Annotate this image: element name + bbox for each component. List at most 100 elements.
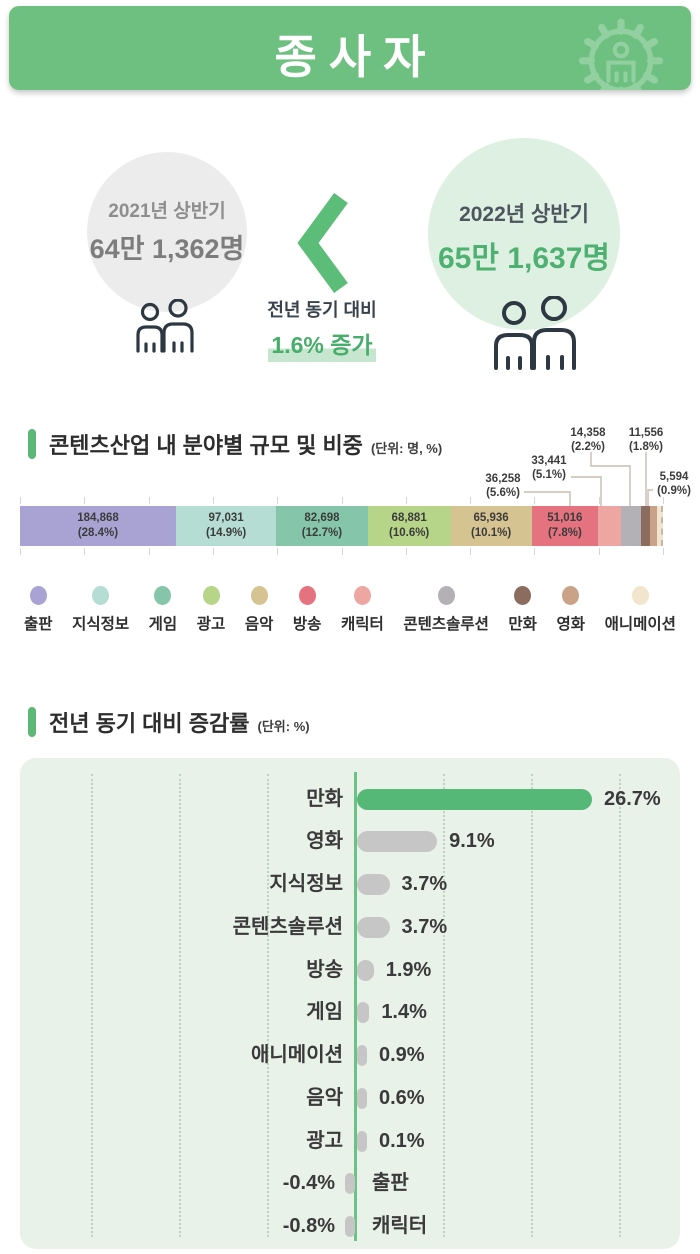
share-segment-방송: 51,016 (7.8%) bbox=[531, 506, 599, 546]
scale-tick bbox=[405, 548, 407, 555]
legend-item-캐릭터: 캐릭터 bbox=[341, 586, 384, 634]
segment-label: 51,016 (7.8%) bbox=[547, 512, 583, 539]
growth-section-title: 전년 동기 대비 bbox=[49, 711, 189, 736]
legend-item-음악: 음악 bbox=[244, 586, 274, 634]
people-icon-large bbox=[494, 296, 576, 370]
legend-dot bbox=[29, 586, 47, 605]
segment-label: 65,936 (10.1%) bbox=[470, 512, 512, 539]
growth-section-header: 전년 동기 대비 증감률 (단위: %) bbox=[28, 706, 310, 738]
growth-bar-게임 bbox=[357, 1002, 370, 1024]
legend-dot bbox=[298, 586, 316, 605]
growth-bar-영화 bbox=[357, 831, 438, 853]
gridline bbox=[267, 774, 269, 1237]
legend-item-콘텐츠솔루션: 콘텐츠솔루션 bbox=[403, 586, 489, 634]
growth-bar-음악 bbox=[357, 1087, 367, 1109]
scale-tick bbox=[212, 548, 214, 555]
callout-만화: 14,358 (2.2%) bbox=[570, 427, 606, 454]
gridline bbox=[531, 774, 533, 1237]
share-section-title: 콘텐츠산업 내 분야별 bbox=[49, 433, 250, 458]
legend-dot bbox=[250, 586, 268, 605]
legend-label: 음악 bbox=[244, 616, 274, 633]
scale-tick bbox=[598, 548, 600, 555]
scale-tick bbox=[598, 497, 600, 504]
scale-tick bbox=[470, 548, 472, 555]
scale-tick bbox=[277, 548, 279, 555]
segment-label: 184,868 (28.4%) bbox=[77, 512, 119, 539]
scale-tick bbox=[534, 497, 536, 504]
legend-label: 애니메이션 bbox=[604, 616, 676, 633]
legend-dot bbox=[154, 586, 172, 605]
legend-label: 광고 bbox=[196, 616, 226, 633]
growth-bar-캐릭터 bbox=[345, 1216, 355, 1237]
growth-value-label: 0.9% bbox=[379, 1044, 425, 1066]
segment-label: 68,881 (10.6%) bbox=[389, 512, 430, 539]
legend-dot bbox=[202, 586, 220, 605]
growth-section-title-bold: 증감률 bbox=[188, 711, 250, 736]
legend-label: 만화 bbox=[508, 616, 537, 633]
growth-bar-만화 bbox=[357, 788, 592, 810]
gridline bbox=[179, 774, 181, 1237]
growth-category-label: 애니메이션 bbox=[251, 1044, 343, 1066]
gridline bbox=[443, 774, 445, 1237]
gridline bbox=[91, 774, 93, 1237]
segment-label: 97,031 (14.9%) bbox=[205, 512, 247, 539]
section-accent-bar bbox=[28, 707, 36, 737]
gridline bbox=[619, 774, 621, 1237]
scale-tick bbox=[212, 497, 214, 504]
scale-tick bbox=[84, 497, 86, 504]
legend-label: 방송 bbox=[292, 616, 322, 633]
current-period-circle: 2022년 상반기 65만 1,637명 bbox=[428, 138, 620, 330]
growth-bar-광고 bbox=[357, 1130, 367, 1152]
growth-category-label: 지식정보 bbox=[269, 873, 343, 895]
change-callout: 전년 동기 대비 1.6% 증가 bbox=[247, 296, 397, 362]
previous-period-label: 2021년 상반기 bbox=[108, 201, 226, 222]
share-section-title-bold: 규모 및 비중 bbox=[249, 433, 363, 458]
growth-bar-출판 bbox=[345, 1173, 355, 1195]
scale-tick bbox=[84, 548, 86, 555]
share-segment-음악: 65,936 (10.1%) bbox=[450, 506, 532, 546]
scale-tick bbox=[534, 548, 536, 555]
share-segment-영화 bbox=[650, 506, 658, 546]
legend-label: 캐릭터 bbox=[340, 616, 384, 633]
growth-value-label: 3.7% bbox=[401, 915, 448, 938]
callout-콘텐츠솔루션: 33,441 (5.1%) bbox=[531, 455, 567, 482]
legend-label: 출판 bbox=[24, 616, 53, 633]
growth-bar-애니메이션 bbox=[357, 1045, 367, 1066]
share-segment-애니메이션 bbox=[657, 506, 663, 546]
legend-dot bbox=[514, 586, 532, 605]
share-segment-출판: 184,868 (28.4%) bbox=[20, 506, 176, 546]
growth-value-label: 3.7% bbox=[401, 873, 448, 895]
growth-category-label: 방송 bbox=[306, 958, 343, 981]
change-value: 1.6% 증가 bbox=[268, 326, 376, 362]
section-accent-bar bbox=[28, 429, 36, 459]
growth-value-label: 0.1% bbox=[379, 1129, 425, 1152]
legend-dot bbox=[562, 586, 580, 605]
legend-item-애니메이션: 애니메이션 bbox=[605, 586, 676, 634]
legend-label: 게임 bbox=[148, 616, 178, 633]
growth-category-label: 만화 bbox=[306, 787, 343, 810]
growth-category-label: 영화 bbox=[306, 830, 343, 853]
legend-item-지식정보: 지식정보 bbox=[72, 586, 129, 634]
growth-bar-방송 bbox=[357, 959, 374, 981]
callout-영화: 11,556 (1.8%) bbox=[628, 427, 664, 454]
growth-chart-zero-axis bbox=[354, 772, 357, 1241]
scale-tick bbox=[20, 548, 21, 555]
growth-value-label: 9.1% bbox=[449, 830, 495, 853]
page-header: 종사자 bbox=[9, 6, 691, 90]
growth-value-label: 0.6% bbox=[379, 1086, 425, 1109]
growth-category-label: 캐릭터 bbox=[372, 1215, 428, 1237]
growth-category-label: 게임 bbox=[306, 1001, 343, 1024]
growth-category-label: 음악 bbox=[306, 1086, 343, 1109]
legend-label: 지식정보 bbox=[72, 616, 130, 633]
legend-item-게임: 게임 bbox=[148, 586, 178, 634]
share-segment-지식정보: 97,031 (14.9%) bbox=[175, 506, 277, 546]
scale-tick bbox=[663, 497, 664, 504]
share-segment-캐릭터 bbox=[598, 506, 621, 546]
legend-item-광고: 광고 bbox=[196, 586, 226, 634]
share-segment-광고: 68,881 (10.6%) bbox=[367, 506, 451, 546]
legend-item-만화: 만화 bbox=[508, 586, 537, 634]
legend-dot bbox=[437, 586, 455, 605]
growth-category-label: 광고 bbox=[306, 1129, 343, 1152]
share-segment-만화 bbox=[641, 506, 651, 546]
